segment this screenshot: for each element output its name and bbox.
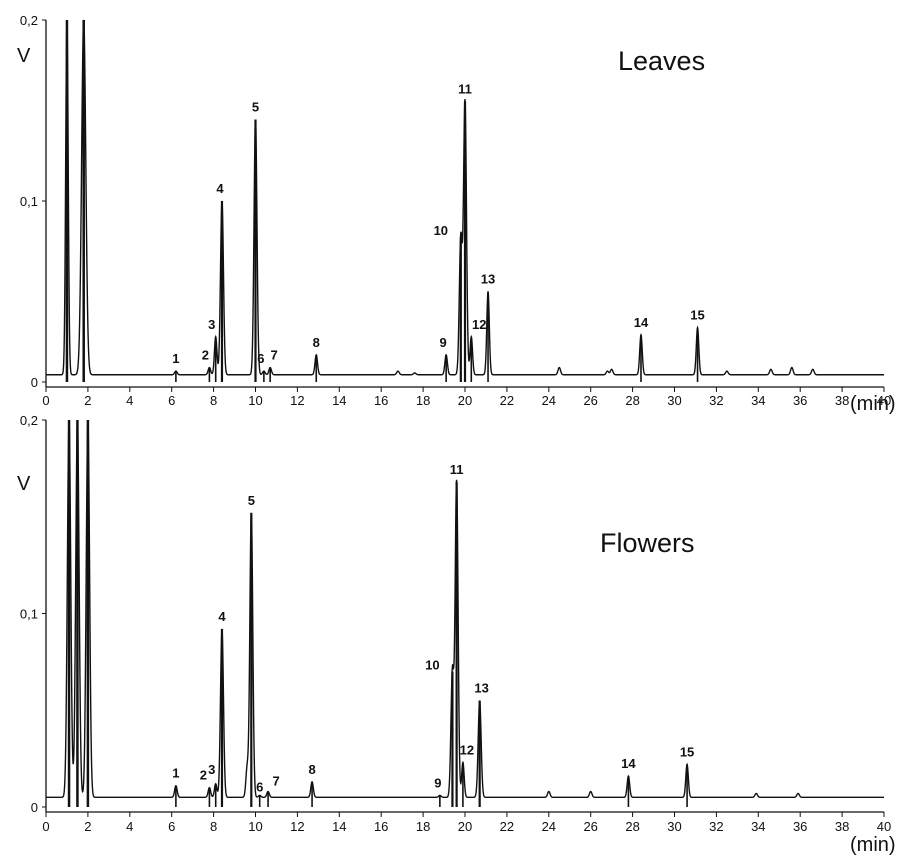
x-tick-label: 12 [290,393,304,408]
peak-label-15: 15 [680,744,694,759]
x-axis-label: (min) [850,393,896,415]
peak-label-2: 2 [202,348,209,363]
x-tick-label: 4 [126,819,133,834]
peak-label-11: 11 [458,81,472,96]
x-tick-label: 18 [416,393,430,408]
x-tick-label: 24 [542,393,556,408]
peak-label-1: 1 [172,766,179,781]
x-tick-label: 40 [877,393,891,408]
x-tick-label: 2 [84,393,91,408]
x-tick-label: 2 [84,819,91,834]
peak-label-15: 15 [690,308,704,323]
chromatogram-trace [46,19,884,376]
x-tick-label: 16 [374,819,388,834]
x-tick-label: 38 [835,393,849,408]
peak-label-6: 6 [256,779,263,794]
peak-label-9: 9 [434,775,441,790]
y-axis-label: V [17,45,31,67]
x-axis-label: (min) [850,834,896,855]
x-tick-label: 6 [168,819,175,834]
x-tick-label: 30 [667,819,681,834]
y-tick-label: 0,2 [20,13,38,28]
x-tick-label: 32 [709,819,723,834]
y-tick-label: 0 [31,800,38,815]
x-tick-label: 10 [248,819,262,834]
peak-label-13: 13 [474,681,488,696]
x-tick-label: 14 [332,393,346,408]
peak-label-4: 4 [216,181,224,196]
y-tick-label: 0,1 [20,194,38,209]
peak-label-6: 6 [257,351,264,366]
x-tick-label: 28 [625,819,639,834]
peak-label-12: 12 [472,317,486,332]
x-tick-label: 36 [793,393,807,408]
peak-label-14: 14 [634,315,649,330]
x-tick-label: 28 [625,393,639,408]
x-tick-label: 4 [126,393,133,408]
chromatogram-trace [46,419,884,799]
x-tick-label: 34 [751,393,765,408]
x-tick-label: 8 [210,393,217,408]
x-tick-label: 12 [290,819,304,834]
peak-label-11: 11 [450,462,464,477]
peak-label-9: 9 [440,335,447,350]
y-tick-label: 0,1 [20,607,38,622]
peak-label-3: 3 [208,317,215,332]
peak-label-10: 10 [425,658,439,673]
x-tick-label: 6 [168,393,175,408]
peak-label-2: 2 [200,768,207,783]
x-tick-label: 20 [458,393,472,408]
panel-title: Leaves [618,46,705,76]
x-tick-label: 34 [751,819,765,834]
peak-label-7: 7 [272,774,279,789]
x-tick-label: 32 [709,393,723,408]
peak-label-3: 3 [208,762,215,777]
x-tick-label: 22 [500,819,514,834]
peak-label-10: 10 [434,223,448,238]
y-tick-label: 0,2 [20,413,38,428]
x-tick-label: 38 [835,819,849,834]
x-tick-label: 36 [793,819,807,834]
x-tick-label: 8 [210,819,217,834]
x-tick-label: 30 [667,393,681,408]
panel-title: Flowers [600,528,695,558]
peak-label-7: 7 [271,348,278,363]
y-tick-label: 0 [31,375,38,390]
peak-label-5: 5 [248,493,255,508]
x-tick-label: 18 [416,819,430,834]
x-tick-label: 26 [583,819,597,834]
x-tick-label: 0 [42,393,49,408]
peak-label-1: 1 [172,351,179,366]
peak-label-14: 14 [621,756,636,771]
peak-label-12: 12 [460,742,474,757]
x-tick-label: 22 [500,393,514,408]
x-tick-label: 10 [248,393,262,408]
x-tick-label: 26 [583,393,597,408]
x-tick-label: 24 [542,819,556,834]
x-tick-label: 0 [42,819,49,834]
x-tick-label: 40 [877,819,891,834]
y-axis-label: V [17,473,31,495]
peak-label-5: 5 [252,100,259,115]
x-tick-label: 16 [374,393,388,408]
peak-label-13: 13 [481,272,495,287]
x-tick-label: 14 [332,819,346,834]
peak-label-8: 8 [308,762,315,777]
peak-label-4: 4 [218,609,226,624]
panel-leaves: 0 2 4 6 8 10 12 14 16 18 20 22 24 26 28 30 32 34 36 38 4000,… [17,13,896,415]
peak-label-8: 8 [313,335,320,350]
x-tick-label: 20 [458,819,472,834]
panel-flowers: 0 2 4 6 8 10 12 14 16 18 20 22 24 26 28 30 32 34 36 38 4000,… [17,413,896,855]
